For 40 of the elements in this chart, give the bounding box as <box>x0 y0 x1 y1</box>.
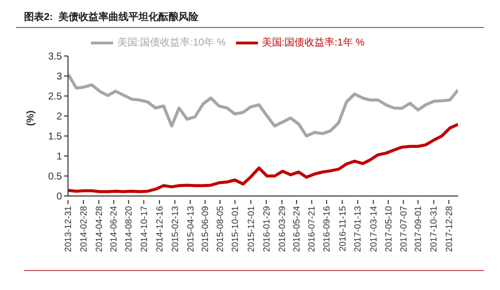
legend-label: 美国:国债收益率:1年 % <box>262 38 365 49</box>
x-tick-label: 2017-01-13 <box>352 206 363 252</box>
y-tick-label: 3 <box>56 72 62 83</box>
x-tick-label: 2016-11-15 <box>337 206 348 252</box>
x-tick-label: 2017-03-14 <box>368 206 378 252</box>
x-tick-label: 2015-08-05 <box>215 206 226 252</box>
x-tick-label: 2016-01-29 <box>261 206 272 252</box>
y-tick-label: 0.5 <box>48 172 62 183</box>
y-tick-label: 2.5 <box>48 92 62 103</box>
y-axis-title: (%) <box>26 110 37 126</box>
x-tick-label: 2016-03-29 <box>276 206 287 252</box>
x-tick-label: 2014-10-17 <box>138 206 149 252</box>
x-tick-label: 2017-05-10 <box>383 206 394 252</box>
x-tick-label: 2014-04-28 <box>94 206 104 252</box>
y-tick-label: 1 <box>56 152 62 163</box>
y-tick-label: 0 <box>56 192 62 203</box>
x-tick-label: 2016-05-24 <box>292 206 302 252</box>
x-tick-label: 2017-12-28 <box>444 206 454 252</box>
x-tick-label: 2014-08-20 <box>124 206 134 252</box>
line-series <box>68 122 458 194</box>
x-tick-label: 2016-07-21 <box>306 206 317 252</box>
x-tick-label: 2017-10-31 <box>428 206 439 252</box>
x-tick-label: 2017-07-07 <box>398 206 408 252</box>
y-tick-label: 3.5 <box>48 52 62 63</box>
x-tick-label: 2015-06-09 <box>200 206 210 252</box>
x-tick-label: 2015-02-13 <box>170 206 180 252</box>
y-tick-label: 1.5 <box>48 132 62 143</box>
x-tick-label: 2015-12-01 <box>246 206 256 252</box>
x-tick-label: 2014-06-24 <box>108 206 119 252</box>
x-tick-label: 2017-09-01 <box>413 206 424 252</box>
line-series <box>68 72 458 138</box>
x-tick-label: 2014-12-16 <box>154 206 164 252</box>
x-tick-label: 2015-04-13 <box>185 206 196 252</box>
x-tick-label: 2013-12-31 <box>63 206 73 252</box>
chart-title: 图表2: 美债收益率曲线平坦化酝酿风险 <box>16 8 484 28</box>
y-tick-label: 2 <box>56 112 62 123</box>
x-tick-label: 2014-02-28 <box>78 206 88 252</box>
legend-label: 美国:国债收益率:10年 % <box>117 38 226 49</box>
x-tick-label: 2016-09-16 <box>322 206 332 252</box>
x-tick-label: 2015-10-01 <box>230 206 240 252</box>
